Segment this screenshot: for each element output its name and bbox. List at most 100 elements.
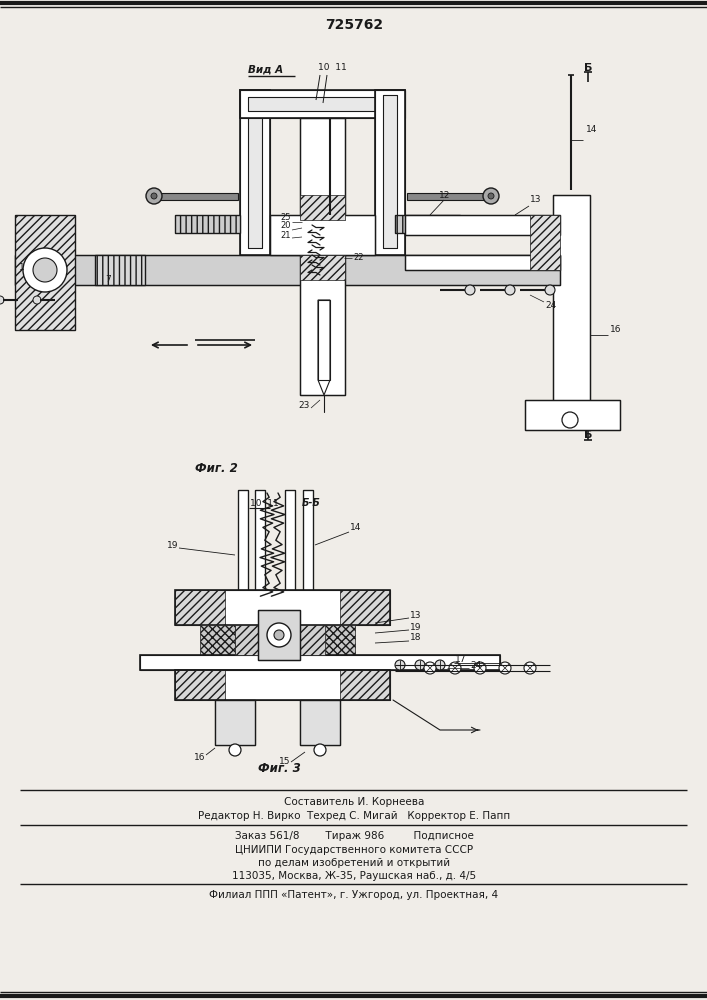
Circle shape (483, 188, 499, 204)
Bar (405, 255, 560, 270)
Polygon shape (300, 700, 340, 745)
Bar (383, 95, 397, 248)
Polygon shape (405, 215, 560, 235)
Text: 22: 22 (353, 253, 363, 262)
Polygon shape (255, 490, 265, 600)
Polygon shape (240, 90, 270, 255)
Bar (248, 97, 398, 111)
Text: 23: 23 (298, 400, 310, 410)
Bar (255, 490, 265, 600)
Polygon shape (383, 95, 397, 248)
Text: 20: 20 (281, 222, 291, 231)
Polygon shape (15, 255, 560, 285)
Circle shape (33, 296, 41, 304)
Bar (175, 670, 225, 700)
Circle shape (267, 623, 291, 647)
Bar (318, 300, 330, 380)
Text: Б-Б: Б-Б (302, 498, 321, 508)
Bar (340, 670, 390, 700)
Bar (340, 590, 390, 625)
Circle shape (474, 662, 486, 674)
Text: 19: 19 (410, 622, 421, 632)
Bar (238, 490, 248, 600)
Bar (285, 490, 295, 600)
Text: Вид A: Вид A (248, 65, 283, 75)
Text: 13: 13 (530, 196, 542, 205)
Polygon shape (270, 215, 375, 255)
Circle shape (0, 296, 4, 304)
Bar (215, 700, 255, 745)
Circle shape (395, 660, 405, 670)
Text: ЦНИИПИ Государственного комитета СССР: ЦНИИПИ Государственного комитета СССР (235, 845, 473, 855)
Bar (395, 215, 460, 233)
Bar (300, 255, 345, 280)
Bar (300, 195, 345, 220)
Bar (95, 255, 145, 285)
Text: Фиг. 3: Фиг. 3 (258, 762, 300, 774)
Text: 18: 18 (410, 634, 421, 643)
Bar (525, 400, 620, 430)
Bar (270, 215, 375, 255)
Text: 16: 16 (194, 754, 205, 762)
Polygon shape (248, 95, 262, 248)
Circle shape (314, 744, 326, 756)
Text: 725762: 725762 (325, 18, 383, 32)
Circle shape (524, 662, 536, 674)
Circle shape (488, 193, 494, 199)
Polygon shape (525, 400, 620, 430)
Bar (175, 670, 390, 700)
Bar (530, 215, 560, 270)
Bar (15, 255, 560, 285)
Text: 13: 13 (410, 610, 421, 619)
Circle shape (146, 188, 162, 204)
Bar (200, 625, 235, 655)
Bar (258, 610, 300, 660)
Bar (240, 90, 270, 255)
Bar (300, 700, 340, 745)
Bar (285, 625, 325, 655)
Text: 24: 24 (545, 300, 556, 310)
Bar (15, 215, 75, 330)
Bar (215, 700, 255, 745)
Polygon shape (258, 610, 300, 660)
Circle shape (229, 744, 241, 756)
Text: 12: 12 (439, 190, 450, 200)
Bar (300, 700, 340, 745)
Polygon shape (318, 300, 330, 395)
Circle shape (23, 248, 67, 292)
Text: 24: 24 (470, 660, 481, 670)
Text: 10  11: 10 11 (250, 498, 279, 508)
Bar (395, 215, 460, 233)
Polygon shape (405, 255, 560, 270)
Bar (405, 215, 560, 235)
Circle shape (545, 285, 555, 295)
Bar (320, 625, 355, 655)
Bar (175, 215, 240, 233)
Polygon shape (215, 700, 255, 745)
Bar (140, 655, 500, 670)
Polygon shape (375, 90, 405, 255)
Circle shape (151, 193, 157, 199)
Text: Редактор Н. Вирко  Техред С. Мигай   Корректор Е. Папп: Редактор Н. Вирко Техред С. Мигай Коррек… (198, 811, 510, 821)
Bar (175, 215, 240, 233)
Text: 15: 15 (279, 758, 290, 766)
Bar (300, 118, 345, 395)
Polygon shape (238, 490, 248, 600)
Bar (553, 195, 590, 420)
Text: 16: 16 (610, 326, 621, 334)
Bar (15, 215, 75, 330)
Text: 21: 21 (281, 231, 291, 239)
Polygon shape (155, 193, 238, 200)
Bar (375, 90, 405, 255)
Polygon shape (248, 97, 398, 111)
Circle shape (435, 660, 445, 670)
Text: 113035, Москва, Ж-35, Раушская наб., д. 4/5: 113035, Москва, Ж-35, Раушская наб., д. … (232, 871, 476, 881)
Text: 7: 7 (105, 275, 111, 284)
Circle shape (499, 662, 511, 674)
Bar (235, 625, 275, 655)
Circle shape (562, 412, 578, 428)
Text: 14: 14 (350, 524, 361, 532)
Text: 14: 14 (586, 125, 597, 134)
Bar (95, 255, 145, 285)
Polygon shape (553, 195, 590, 420)
